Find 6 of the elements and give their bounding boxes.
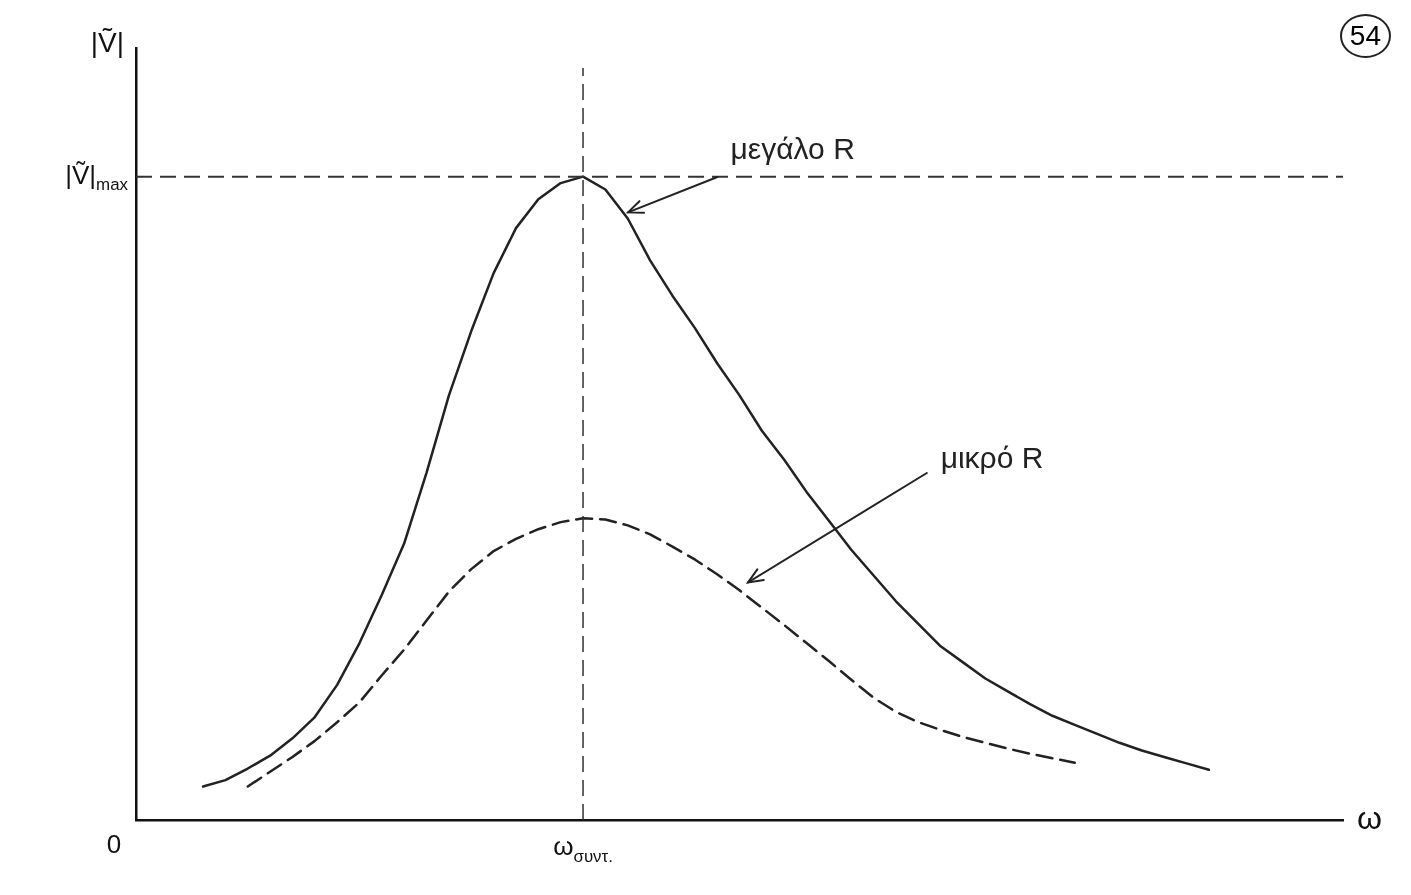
x-axis-title: ω	[1357, 799, 1382, 836]
text: 0	[106, 829, 122, 860]
y-axis-title: |Ṽ|	[90, 26, 125, 58]
text: μικρό R	[940, 441, 1044, 474]
text: 54	[1339, 14, 1391, 58]
text: μεγάλο R	[730, 132, 855, 166]
